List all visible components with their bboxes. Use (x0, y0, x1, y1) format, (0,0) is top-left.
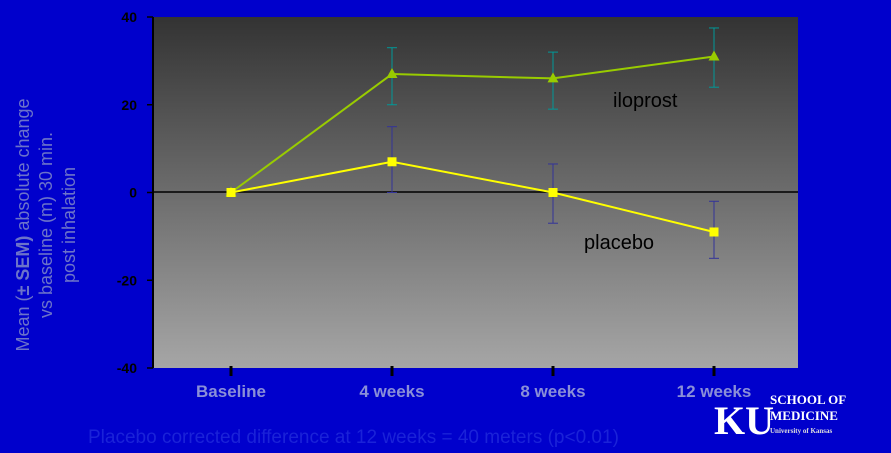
x-tick-label: 8 weeks (520, 382, 585, 401)
logo-line3: University of Kansas (770, 427, 833, 435)
logo-letters: KU (714, 398, 774, 443)
y-tick-label: -40 (117, 360, 137, 376)
point-placebo (226, 188, 236, 197)
ylabel-line2: vs baseline (m) 30 min. (36, 132, 56, 318)
svg-text:Mean (± SEM) absolute change: Mean (± SEM) absolute change (13, 98, 33, 351)
y-tick-label: 0 (129, 185, 137, 201)
x-tick-label: Baseline (196, 382, 266, 401)
point-placebo (709, 227, 719, 237)
point-iloprost (386, 68, 398, 79)
x-tick-label: 4 weeks (359, 382, 424, 401)
point-placebo (548, 188, 558, 197)
point-iloprost (708, 50, 720, 61)
y-tick-label: 20 (121, 97, 137, 113)
ku-logo: KU SCHOOL OF MEDICINE University of Kans… (714, 392, 846, 443)
y-ticks: 40 20 0 -20 -40 (117, 9, 153, 376)
footnote: Placebo corrected difference at 12 weeks… (88, 427, 619, 448)
logo-line2: MEDICINE (770, 408, 838, 423)
error-bars (387, 27, 719, 259)
y-tick-label: 40 (121, 9, 137, 25)
ylabel-rest: absolute change (13, 98, 33, 235)
series-line-placebo (230, 160, 715, 233)
point-placebo (387, 157, 397, 167)
y-axis-label: Mean (± SEM) absolute change vs baseline… (13, 98, 79, 351)
ylabel-bold: ± SEM) (13, 236, 33, 296)
y-tick-label: -20 (117, 272, 137, 288)
x-tick-label: 12 weeks (677, 382, 752, 401)
logo-line1: SCHOOL OF (770, 392, 846, 407)
x-ticks: Baseline 4 weeks 8 weeks 12 weeks (196, 366, 751, 401)
series-label-iloprost: iloprost (613, 90, 678, 112)
point-iloprost (547, 72, 559, 83)
series-line-iloprost (230, 55, 715, 194)
series-label-placebo: placebo (584, 232, 654, 254)
ylabel-line3: post inhalation (59, 167, 79, 283)
series-markers (225, 50, 720, 237)
ylabel-prefix: Mean ( (13, 295, 33, 351)
series-lines (230, 55, 715, 233)
